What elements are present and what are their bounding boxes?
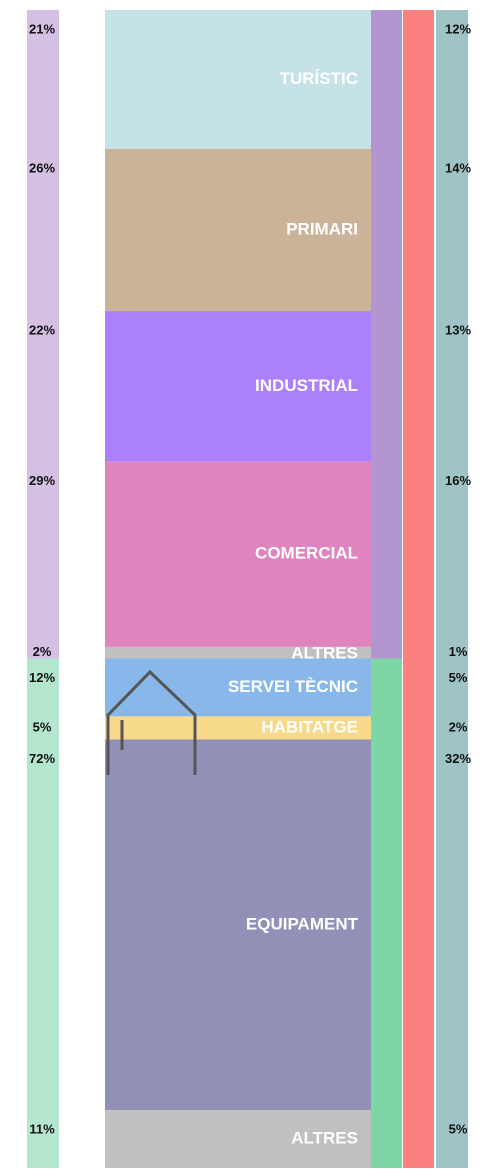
total-column (403, 10, 434, 1168)
total-pct: 1% (449, 644, 468, 659)
segment-label: ALTRES (291, 643, 358, 662)
segment-label: EQUIPAMENT (246, 914, 359, 933)
house-icon (106, 669, 197, 775)
group-pct: 72% (29, 751, 55, 766)
total-pct: 16% (445, 473, 471, 488)
segment (105, 311, 371, 462)
segment-label: ALTRES (291, 1129, 358, 1148)
segment (105, 739, 371, 1111)
total-pct: 32% (445, 751, 471, 766)
total-pct: 13% (445, 323, 471, 338)
group-pct: 12% (29, 670, 55, 685)
segment (105, 10, 371, 149)
group-pct: 11% (29, 1122, 55, 1137)
group-pct: 29% (29, 473, 55, 488)
group-strip (27, 658, 59, 1168)
group-pct: 5% (33, 719, 52, 734)
segment (105, 148, 371, 312)
segment-label: HABITATGE (261, 717, 358, 736)
segment (105, 1110, 371, 1168)
segment-label: INDUSTRIAL (255, 376, 358, 395)
group-strip (27, 10, 59, 659)
group-bar (371, 658, 402, 1168)
segment-label: PRIMARI (286, 220, 358, 239)
total-pct: 5% (449, 670, 468, 685)
group-bar (371, 10, 402, 659)
group-pct: 21% (29, 21, 55, 36)
total-column (436, 10, 468, 1168)
segment (105, 646, 371, 659)
segment-label: TURÍSTIC (280, 69, 358, 88)
segment (105, 461, 371, 647)
total-pct: 12% (445, 21, 471, 36)
total-pct: 2% (449, 719, 468, 734)
segment-label: COMERCIAL (255, 544, 358, 563)
total-pct: 5% (449, 1122, 468, 1137)
total-pct: 14% (445, 160, 471, 175)
group-pct: 26% (29, 160, 55, 175)
segment (105, 658, 371, 717)
group-pct: 2% (33, 644, 52, 659)
segment-label: SERVEI TÈCNIC (228, 677, 358, 696)
segment (105, 716, 371, 740)
group-pct: 22% (29, 323, 55, 338)
